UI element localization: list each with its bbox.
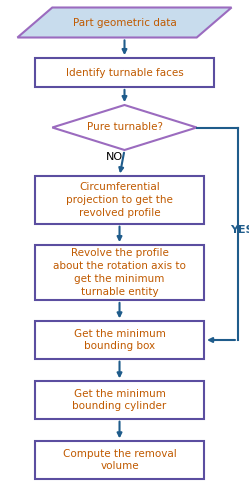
Text: Circumferential
projection to get the
revolved profile: Circumferential projection to get the re… (66, 182, 173, 218)
Text: Part geometric data: Part geometric data (73, 18, 176, 28)
FancyBboxPatch shape (35, 381, 204, 419)
FancyBboxPatch shape (35, 321, 204, 358)
Polygon shape (17, 8, 232, 38)
FancyBboxPatch shape (35, 58, 214, 87)
Text: YES: YES (230, 225, 249, 235)
Text: Get the minimum
bounding box: Get the minimum bounding box (74, 328, 165, 351)
Text: Identify turnable faces: Identify turnable faces (66, 68, 183, 78)
FancyBboxPatch shape (35, 245, 204, 300)
FancyBboxPatch shape (35, 441, 204, 479)
Text: Pure turnable?: Pure turnable? (86, 122, 163, 132)
Text: NO: NO (106, 152, 123, 162)
FancyBboxPatch shape (35, 176, 204, 224)
Text: Revolve the profile
about the rotation axis to
get the minimum
turnable entity: Revolve the profile about the rotation a… (53, 248, 186, 296)
Text: Get the minimum
bounding cylinder: Get the minimum bounding cylinder (72, 388, 167, 411)
Polygon shape (52, 105, 197, 150)
Text: Compute the removal
volume: Compute the removal volume (63, 448, 176, 471)
